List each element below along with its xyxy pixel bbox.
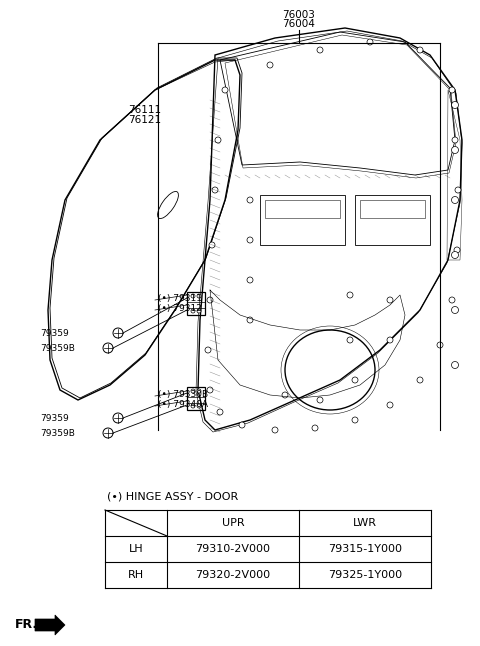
Circle shape xyxy=(197,294,201,298)
Circle shape xyxy=(207,387,213,393)
Circle shape xyxy=(191,404,195,408)
Circle shape xyxy=(267,62,273,68)
Circle shape xyxy=(317,397,323,403)
Circle shape xyxy=(247,277,253,283)
Circle shape xyxy=(197,404,201,408)
Circle shape xyxy=(452,147,458,154)
Circle shape xyxy=(103,343,113,353)
Circle shape xyxy=(197,389,201,393)
Text: 76111: 76111 xyxy=(128,105,161,115)
Circle shape xyxy=(272,427,278,433)
Circle shape xyxy=(452,196,458,203)
Text: (•) 79312: (•) 79312 xyxy=(158,304,202,313)
Circle shape xyxy=(222,87,228,93)
Circle shape xyxy=(113,413,123,423)
Text: 79359B: 79359B xyxy=(40,344,75,353)
Text: 79359: 79359 xyxy=(40,329,69,337)
Circle shape xyxy=(347,292,353,298)
Text: (•) HINGE ASSY - DOOR: (•) HINGE ASSY - DOOR xyxy=(107,491,238,501)
Text: UPR: UPR xyxy=(222,518,244,528)
Circle shape xyxy=(387,402,393,408)
Circle shape xyxy=(417,47,423,53)
Circle shape xyxy=(247,237,253,243)
Text: (•) 79330B: (•) 79330B xyxy=(158,390,208,399)
Text: 79359B: 79359B xyxy=(40,428,75,437)
Circle shape xyxy=(452,306,458,313)
Circle shape xyxy=(247,197,253,203)
Text: 76121: 76121 xyxy=(128,115,161,125)
Circle shape xyxy=(452,137,458,143)
Circle shape xyxy=(191,294,195,298)
Circle shape xyxy=(367,39,373,45)
Text: 79325-1Y000: 79325-1Y000 xyxy=(328,570,402,580)
Circle shape xyxy=(191,389,195,393)
Circle shape xyxy=(215,137,221,143)
Text: 76003: 76003 xyxy=(283,10,315,20)
Circle shape xyxy=(437,342,443,348)
Text: FR.: FR. xyxy=(15,618,38,632)
Text: 79315-1Y000: 79315-1Y000 xyxy=(328,544,402,554)
Text: RH: RH xyxy=(128,570,144,580)
Circle shape xyxy=(387,337,393,343)
Circle shape xyxy=(191,309,195,313)
Circle shape xyxy=(449,87,455,93)
Circle shape xyxy=(197,309,201,313)
Text: LWR: LWR xyxy=(353,518,377,528)
Circle shape xyxy=(387,297,393,303)
Circle shape xyxy=(103,428,113,438)
Circle shape xyxy=(452,251,458,258)
Text: 79310-2V000: 79310-2V000 xyxy=(195,544,271,554)
Circle shape xyxy=(217,409,223,415)
Circle shape xyxy=(352,377,358,383)
Circle shape xyxy=(207,297,213,303)
Text: (•) 79340A: (•) 79340A xyxy=(158,399,208,408)
Text: 76004: 76004 xyxy=(283,19,315,29)
Circle shape xyxy=(455,187,461,193)
Text: 79320-2V000: 79320-2V000 xyxy=(195,570,271,580)
Circle shape xyxy=(247,317,253,323)
Text: (•) 79311: (•) 79311 xyxy=(158,293,202,302)
Circle shape xyxy=(312,425,318,431)
Circle shape xyxy=(239,422,245,428)
Circle shape xyxy=(449,297,455,303)
Circle shape xyxy=(452,101,458,109)
Circle shape xyxy=(282,392,288,398)
Circle shape xyxy=(205,347,211,353)
Circle shape xyxy=(417,377,423,383)
Polygon shape xyxy=(35,615,65,635)
Circle shape xyxy=(212,187,218,193)
Circle shape xyxy=(452,362,458,368)
Circle shape xyxy=(352,417,358,423)
Circle shape xyxy=(347,337,353,343)
Circle shape xyxy=(317,47,323,53)
Circle shape xyxy=(209,242,215,248)
Circle shape xyxy=(113,328,123,338)
Text: 79359: 79359 xyxy=(40,413,69,422)
Circle shape xyxy=(454,247,460,253)
Text: LH: LH xyxy=(129,544,144,554)
